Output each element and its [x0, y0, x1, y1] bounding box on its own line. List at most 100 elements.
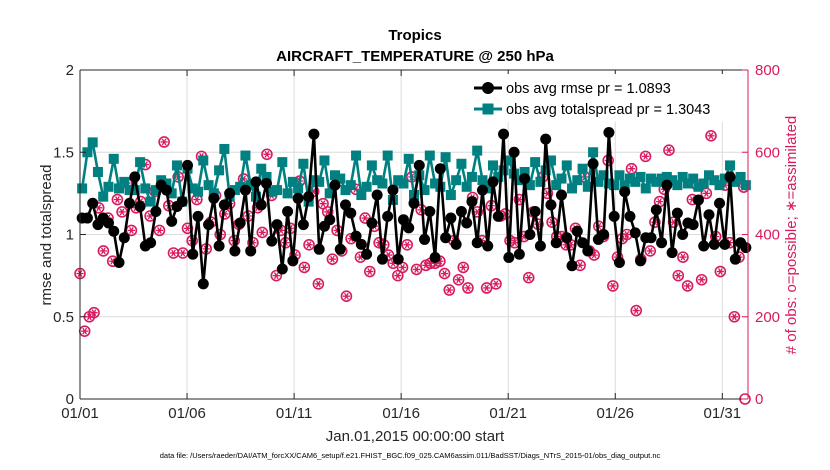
spread-point — [419, 185, 430, 196]
data-file-footnote: data file: /Users/raeder/DAI/ATM_forcXX/… — [160, 451, 661, 460]
rmse-point — [577, 237, 589, 249]
assimilated-obs-stroke — [577, 261, 583, 269]
spread-point — [229, 185, 240, 196]
possible-obs-marker — [644, 245, 657, 257]
spread-point — [540, 165, 551, 176]
rmse-point — [424, 205, 436, 217]
assimilated-obs-marker — [609, 282, 617, 290]
spread-point — [240, 150, 251, 161]
spread-point — [451, 175, 462, 186]
assimilated-obs-marker — [716, 268, 724, 275]
rmse-point — [113, 256, 125, 268]
rmse-point — [303, 191, 315, 203]
rmse-point — [166, 215, 178, 227]
spread-point — [682, 178, 693, 189]
assimilated-obs-marker — [492, 280, 500, 288]
assimilated-obs-stroke — [400, 263, 405, 271]
assimilated-obs-stroke — [306, 241, 312, 249]
spread-point — [498, 165, 509, 176]
legend: obs avg rmse pr = 1.0893 obs avg totalsp… — [470, 74, 745, 122]
assimilated-obs-marker — [90, 309, 98, 317]
rmse-point — [519, 173, 531, 185]
rmse-point — [403, 222, 415, 234]
possible-obs-marker — [158, 136, 170, 148]
rmse-series — [76, 127, 752, 290]
spread-point — [356, 190, 367, 201]
spread-point — [651, 176, 662, 187]
assimilated-obs-stroke — [675, 272, 681, 280]
spread-point — [493, 171, 504, 182]
x-tick-label: 01/01 — [61, 405, 99, 422]
rmse-point — [571, 225, 583, 237]
possible-obs-marker — [326, 253, 339, 265]
spread-point — [535, 176, 546, 187]
spread-point — [166, 188, 177, 199]
rmse-point — [498, 128, 510, 140]
y-tick-label: 0.5 — [53, 309, 74, 326]
rmse-point — [566, 260, 578, 272]
rmse-point — [397, 214, 409, 226]
assimilated-obs-stroke — [484, 284, 490, 292]
spread-point — [171, 160, 182, 171]
rmse-point — [276, 263, 288, 275]
rmse-point — [555, 189, 567, 201]
assimilated-obs-stroke — [273, 272, 279, 280]
rmse-point — [261, 178, 273, 190]
spread-point — [445, 190, 456, 201]
rmse-point — [671, 207, 683, 219]
assimilated-obs-marker — [314, 280, 322, 288]
rmse-point — [408, 197, 420, 209]
spread-point — [382, 150, 393, 161]
possible-obs-marker — [443, 284, 456, 296]
assimilated-obs-stroke — [624, 231, 630, 238]
legend-spread-label: obs avg totalspread pr = 1.3043 — [506, 102, 710, 118]
spread-point — [667, 175, 678, 186]
series-layer — [74, 127, 752, 405]
assimilated-obs-marker — [698, 276, 706, 284]
spread-point — [140, 183, 151, 194]
assimilated-obs-marker — [300, 263, 308, 271]
spread-point — [345, 180, 356, 191]
rmse-point — [218, 199, 230, 211]
chart-titles: Tropics AIRCRAFT_TEMPERATURE @ 250 hPa — [276, 27, 554, 65]
spread-point — [282, 188, 293, 199]
assimilated-obs-stroke — [647, 247, 653, 255]
rmse-point — [366, 217, 378, 229]
spread-point — [393, 175, 404, 186]
spread-point — [477, 175, 488, 186]
possible-obs-marker — [672, 269, 685, 282]
assimilated-obs-marker — [272, 272, 280, 280]
assimilated-obs-stroke — [185, 224, 190, 232]
assimilated-obs-marker — [702, 189, 710, 197]
spread-point — [630, 176, 641, 187]
assimilated-obs-marker — [730, 313, 738, 321]
possible-obs-marker — [97, 245, 110, 257]
assimilated-obs-marker — [183, 224, 192, 232]
spread-point — [324, 188, 335, 199]
assimilated-obs-marker — [81, 327, 89, 335]
spread-point — [719, 173, 730, 184]
assimilated-obs-stroke — [194, 196, 200, 203]
rmse-point — [461, 217, 473, 229]
x-axis-label: Jan.01,2015 00:00:00 start — [326, 428, 505, 445]
rmse-point — [419, 233, 431, 245]
spread-point — [119, 176, 130, 187]
x-tick-label: 01/16 — [382, 405, 420, 422]
spread-point — [688, 173, 699, 184]
rmse-point — [208, 192, 220, 204]
spread-point — [551, 180, 562, 191]
rmse-point — [350, 230, 362, 242]
assimilated-obs-stroke — [460, 263, 466, 271]
spread-point — [577, 163, 588, 174]
spread-point — [635, 171, 646, 182]
rmse-point — [598, 229, 610, 240]
rmse-point — [176, 196, 188, 208]
possible-obs-marker — [111, 193, 124, 206]
assimilated-obs-marker — [627, 165, 636, 173]
rmse-point — [476, 184, 488, 196]
spread-point — [440, 152, 451, 163]
assimilated-obs-stroke — [82, 327, 88, 335]
rmse-point — [587, 158, 599, 170]
spread-point — [308, 175, 319, 186]
rmse-point — [313, 243, 325, 255]
